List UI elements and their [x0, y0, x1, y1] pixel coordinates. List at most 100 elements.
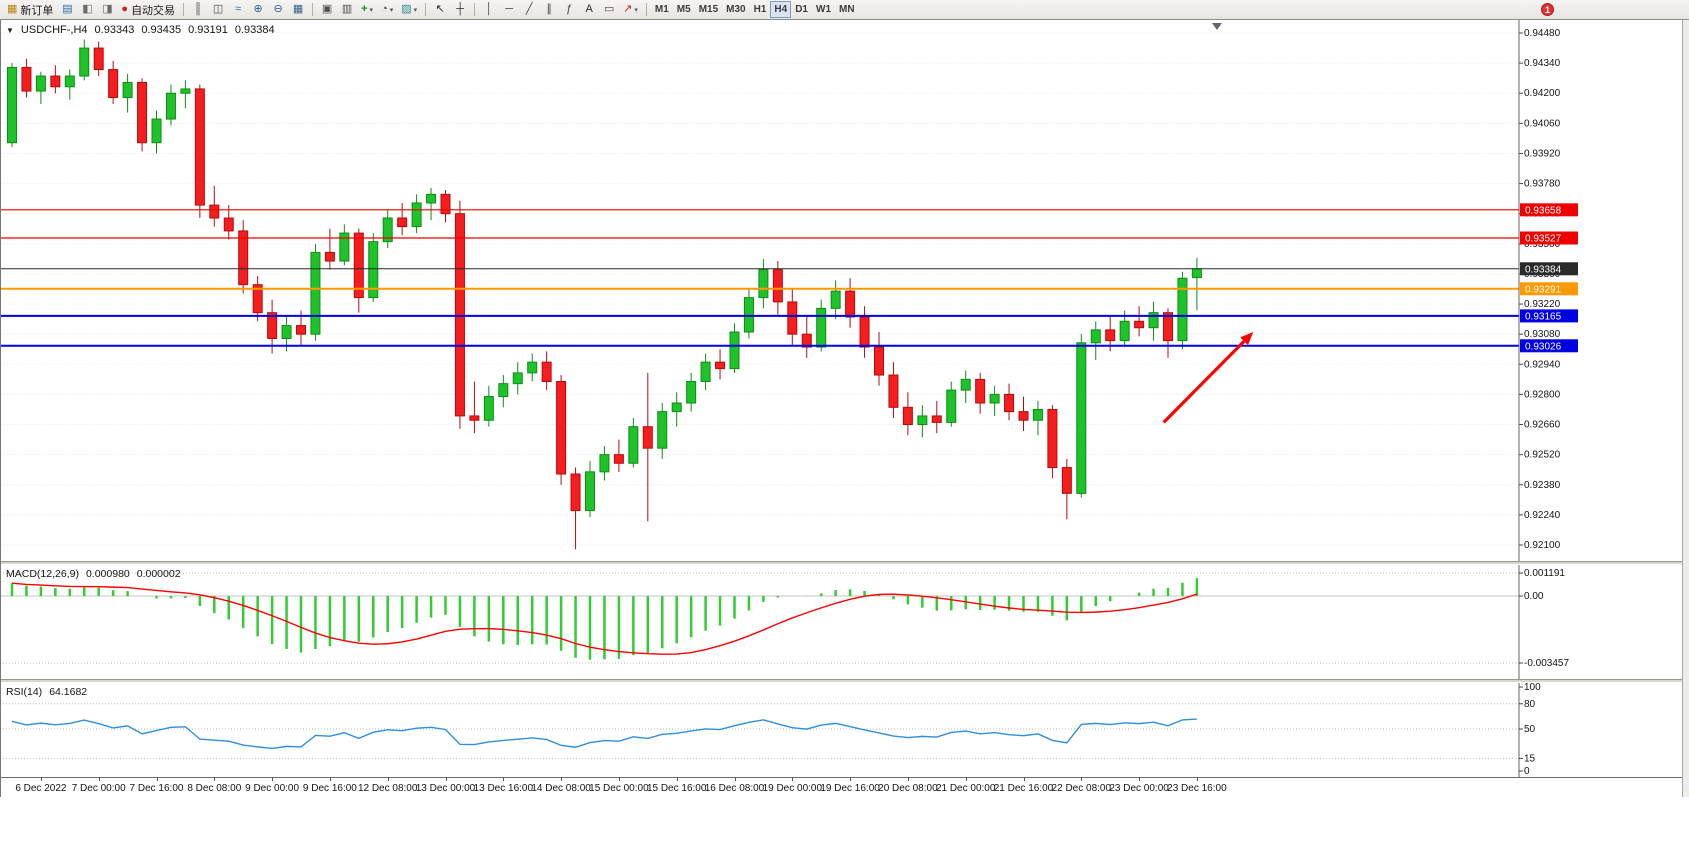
- price-axis-label: 0.93920: [1524, 148, 1561, 159]
- candlestick-chart-button[interactable]: ◫: [208, 1, 228, 18]
- price-axis-label: 0.93220: [1524, 299, 1561, 310]
- timeframe-d1-button[interactable]: D1: [791, 1, 812, 18]
- price-axis-label: 0.94340: [1524, 58, 1561, 69]
- price-axis-label: 0.94060: [1524, 118, 1561, 129]
- autotrading-button-label: 自动交易: [131, 4, 176, 17]
- tile-windows-icon: ▦: [292, 3, 304, 15]
- zoom-in-icon: ⊕: [253, 3, 263, 15]
- macd-value-signal: 0.000002: [136, 568, 181, 580]
- chart-shift-marker-icon[interactable]: [1212, 23, 1222, 30]
- time-label: 19 Dec 00:00: [762, 783, 823, 794]
- time-label: 8 Dec 08:00: [187, 783, 242, 794]
- trendline-button[interactable]: ╱: [519, 1, 539, 18]
- bar-chart-icon: ║: [194, 3, 202, 15]
- zoom-out-button[interactable]: ⊖: [268, 1, 288, 18]
- rsi-pane[interactable]: 100 80 50 15 0: [0, 683, 1689, 777]
- right-scroll-strip[interactable]: [1682, 20, 1689, 797]
- vertical-line-icon: │: [485, 3, 493, 15]
- rsi-axis-label: 80: [1524, 699, 1536, 710]
- periods-button[interactable]: ◔ ▾: [377, 1, 397, 18]
- timeframe-mn-button-label: MN: [839, 4, 855, 15]
- svg-text:0.93384: 0.93384: [1525, 264, 1562, 275]
- arrange-windows-icon: ▥: [341, 3, 353, 15]
- cascade-windows-button[interactable]: ▣: [317, 1, 337, 18]
- price-badge: [1520, 339, 1578, 353]
- text-icon: A: [585, 3, 593, 15]
- time-label: 15 Dec 00:00: [589, 783, 649, 794]
- macd-name: MACD(12,26,9): [6, 568, 79, 580]
- trend-arrow[interactable]: [1162, 340, 1246, 424]
- time-label: 13 Dec 00:00: [415, 783, 476, 794]
- line-chart-button[interactable]: ≈: [228, 1, 248, 18]
- timeframe-mn-button[interactable]: MN: [835, 1, 859, 18]
- time-label: 20 Dec 08:00: [878, 783, 938, 794]
- pane-separator-rsi[interactable]: [0, 679, 1689, 683]
- time-label: 7 Dec 16:00: [129, 783, 184, 794]
- macd-pane[interactable]: 0.001191 0.00 -0.003457: [0, 565, 1689, 679]
- timeframe-m30-button-label: M30: [726, 4, 746, 15]
- timeframe-w1-button[interactable]: W1: [812, 1, 835, 18]
- svg-text:0.93165: 0.93165: [1525, 311, 1562, 322]
- vertical-line-button[interactable]: │: [479, 1, 499, 18]
- toolbar-separator: [183, 3, 185, 16]
- toolbar: 1 ▦ 新订单 ▤ ◧ ◨ ● 自动交易 ║ ◫ ≈ ⊕ ⊖ ▦ ▣ ▥ + ▾ ◔ ▾ ▨ ▾ ↖ ┼ │ ─ ╱ ∥ ƒ A ▭ ↗ ▾ M1…: [0, 0, 1689, 20]
- crosshair-button[interactable]: ┼: [450, 1, 470, 18]
- cursor-button[interactable]: ↖: [430, 1, 450, 18]
- price-chart[interactable]: 0.94480 0.94340 0.94200 0.94060 0.93920 0.937…: [0, 20, 1689, 561]
- chart-menu-icon[interactable]: ▼: [6, 25, 14, 35]
- macd-axis-label: 0.001191: [1524, 568, 1565, 579]
- timeframe-m30-button[interactable]: M30: [722, 1, 749, 18]
- timeframe-m15-button-label: M15: [698, 4, 719, 15]
- timeframe-h4-button[interactable]: H4: [770, 1, 792, 18]
- time-axis[interactable]: 6 Dec 2022 7 Dec 00:00 7 Dec 16:00 8 Dec 08…: [0, 777, 1689, 797]
- time-axis-tick: [98, 778, 100, 781]
- new-order-button[interactable]: ▦ 新订单: [3, 1, 57, 18]
- timeframe-m5-button-label: M5: [676, 4, 691, 15]
- toolbar-separator: [425, 3, 427, 16]
- time-label: 6 Dec 2022: [15, 783, 67, 794]
- market-watch-button[interactable]: ▤: [57, 1, 77, 18]
- macd-header: MACD(12,26,9) 0.000980 0.000002: [6, 568, 181, 580]
- arrows-button[interactable]: ↗ ▾: [619, 1, 642, 18]
- timeframe-m1-button[interactable]: M1: [651, 1, 673, 18]
- timeframe-h1-button[interactable]: H1: [750, 1, 771, 18]
- time-axis-tick: [214, 778, 216, 781]
- price-axis-label: 0.92520: [1524, 450, 1561, 461]
- templates-button[interactable]: ▨ ▾: [397, 1, 421, 18]
- svg-text:0.93658: 0.93658: [1525, 205, 1562, 216]
- rsi-header: RSI(14) 64.1682: [6, 686, 87, 698]
- time-label: 22 Dec 08:00: [1051, 783, 1112, 794]
- svg-text:0.93026: 0.93026: [1525, 341, 1562, 352]
- bar-chart-button[interactable]: ║: [188, 1, 208, 18]
- pane-separator-macd[interactable]: [0, 561, 1689, 565]
- indicators-button[interactable]: + ▾: [357, 1, 377, 18]
- zoom-in-button[interactable]: ⊕: [248, 1, 268, 18]
- time-label: 9 Dec 00:00: [245, 783, 300, 794]
- price-badge: [1520, 262, 1578, 276]
- price-axis-label: 0.92940: [1524, 359, 1561, 370]
- ohlc-low: 0.93191: [188, 24, 228, 36]
- label-button[interactable]: ▭: [599, 1, 619, 18]
- time-axis-tick: [965, 778, 967, 781]
- tile-windows-button[interactable]: ▦: [288, 1, 308, 18]
- data-window-button[interactable]: ◧: [77, 1, 97, 18]
- time-axis-tick: [792, 778, 794, 781]
- rsi-axis-label: 50: [1524, 724, 1536, 735]
- trendline-icon: ╱: [525, 3, 533, 15]
- alert-badge[interactable]: 1: [1541, 3, 1554, 16]
- timeframe-m5-button[interactable]: M5: [673, 1, 695, 18]
- chevron-down-icon: ▾: [413, 6, 418, 14]
- time-axis-tick: [1196, 778, 1198, 781]
- horizontal-line-button[interactable]: ─: [499, 1, 519, 18]
- fibonacci-button[interactable]: ƒ: [559, 1, 579, 18]
- autotrading-button[interactable]: ● 自动交易: [117, 1, 179, 18]
- channel-button[interactable]: ∥: [539, 1, 559, 18]
- timeframe-m15-button[interactable]: M15: [695, 1, 722, 18]
- arrange-windows-button[interactable]: ▥: [337, 1, 357, 18]
- navigator-button[interactable]: ◨: [97, 1, 117, 18]
- timeframe-h1-button-label: H1: [753, 4, 767, 15]
- text-button[interactable]: A: [579, 1, 599, 18]
- timeframe-w1-button-label: W1: [816, 4, 831, 15]
- templates-icon: ▨: [401, 3, 412, 15]
- label-icon: ▭: [603, 3, 615, 15]
